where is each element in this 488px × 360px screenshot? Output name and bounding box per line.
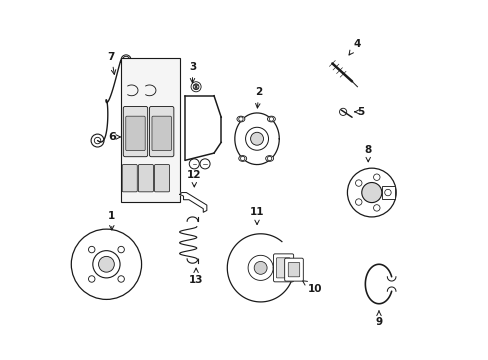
Circle shape: [93, 251, 120, 278]
FancyBboxPatch shape: [122, 165, 137, 192]
FancyBboxPatch shape: [273, 254, 293, 282]
Text: 1: 1: [108, 211, 115, 230]
Text: 6: 6: [108, 132, 116, 142]
FancyBboxPatch shape: [284, 258, 303, 281]
FancyBboxPatch shape: [152, 116, 171, 150]
Text: 9: 9: [375, 311, 382, 327]
Text: 2: 2: [255, 87, 262, 108]
Text: 3: 3: [188, 62, 196, 83]
Circle shape: [71, 229, 142, 300]
Polygon shape: [180, 193, 206, 212]
FancyBboxPatch shape: [149, 107, 174, 157]
FancyBboxPatch shape: [287, 262, 299, 277]
Polygon shape: [234, 113, 279, 165]
Ellipse shape: [237, 116, 244, 122]
Ellipse shape: [265, 156, 273, 161]
FancyBboxPatch shape: [125, 116, 145, 150]
Text: 12: 12: [187, 170, 201, 187]
Circle shape: [191, 82, 201, 92]
FancyBboxPatch shape: [276, 258, 289, 278]
Circle shape: [361, 183, 381, 203]
Text: 7: 7: [107, 52, 116, 75]
Circle shape: [254, 261, 266, 274]
Circle shape: [99, 256, 114, 272]
Circle shape: [250, 132, 263, 145]
FancyBboxPatch shape: [381, 186, 395, 199]
Circle shape: [193, 84, 199, 90]
Bar: [121, 58, 180, 202]
Text: 10: 10: [302, 281, 322, 294]
Ellipse shape: [267, 116, 275, 122]
Text: 11: 11: [249, 207, 264, 225]
FancyBboxPatch shape: [138, 165, 153, 192]
Text: 4: 4: [348, 39, 361, 55]
Text: 8: 8: [364, 144, 371, 162]
FancyBboxPatch shape: [123, 107, 147, 157]
Ellipse shape: [238, 156, 246, 161]
FancyBboxPatch shape: [154, 165, 169, 192]
Circle shape: [346, 168, 395, 217]
Text: 13: 13: [188, 268, 203, 285]
Text: 5: 5: [357, 107, 364, 117]
